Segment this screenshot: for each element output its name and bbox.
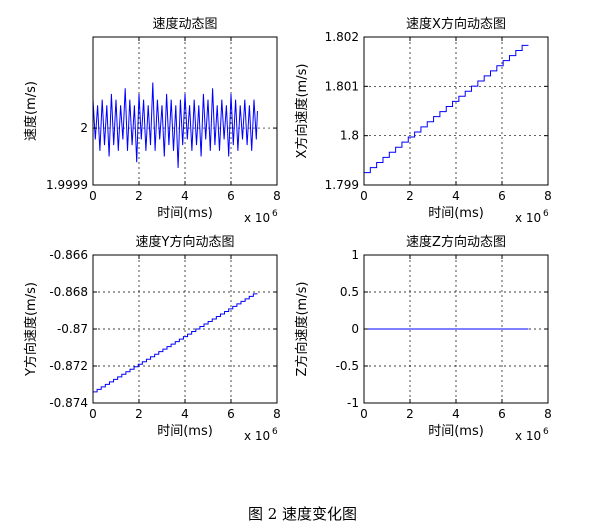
figure-caption: 图 2 速度变化图 — [247, 505, 358, 523]
chart1-x-tick-label: 6 — [498, 189, 506, 203]
chart3-y-axis-label: Z方向速度(m/s) — [294, 282, 310, 377]
chart0-x-tick-label: 0 — [89, 189, 97, 203]
chart1-series-line — [364, 44, 529, 174]
chart3-y-tick-label: 0 — [351, 322, 359, 336]
chart1-x-multiplier-exponent: 6 — [543, 209, 549, 219]
chart0-series-line — [92, 82, 258, 168]
chart1-x-axis-label: 时间(ms) — [428, 206, 484, 221]
chart3-x-tick-label: 4 — [452, 407, 460, 421]
chart2-y-tick-label: -0.874 — [49, 396, 88, 410]
chart0-x-tick-label: 8 — [273, 189, 281, 203]
chart1-x-multiplier: x 10 — [515, 211, 541, 225]
chart2-title: 速度Y方向动态图 — [136, 234, 235, 250]
chart2-y-tick-label: -0.872 — [49, 359, 88, 373]
chart2-x-tick-label: 2 — [135, 407, 143, 421]
chart0-plot-area — [93, 37, 277, 185]
chart3-y-tick-label: -1 — [347, 396, 359, 410]
chart0-x-multiplier-exponent: 6 — [272, 209, 278, 219]
chart2-y-tick-label: -0.866 — [49, 248, 88, 262]
chart2-x-tick-label: 8 — [273, 407, 281, 421]
chart2-y-tick-label: -0.87 — [57, 322, 88, 336]
chart0-x-multiplier: x 10 — [244, 211, 270, 225]
chart3-title: 速度Z方向动态图 — [406, 234, 506, 250]
chart0-y-axis-label: 速度(m/s) — [23, 81, 39, 141]
chart2-x-multiplier: x 10 — [244, 429, 270, 443]
chart1-title: 速度X方向动态图 — [406, 16, 506, 32]
chart2-x-tick-label: 4 — [181, 407, 189, 421]
chart3-y-tick-label: -0.5 — [336, 359, 359, 373]
chart2-x-tick-label: 0 — [89, 407, 97, 421]
chart1-y-tick-label: 1.801 — [325, 79, 359, 93]
chart3-x-tick-label: 2 — [406, 407, 414, 421]
panel-speed-y: 0 2 4 6 8 -0.874 -0.872 -0.87 -0.868 -0.866 速度Y方向动… — [23, 234, 281, 443]
chart2-x-tick-label: 6 — [227, 407, 235, 421]
chart0-title: 速度动态图 — [152, 16, 217, 32]
chart2-y-tick-label: -0.868 — [49, 285, 88, 299]
chart0-x-axis-label: 时间(ms) — [157, 206, 213, 221]
chart1-y-tick-label: 1.802 — [325, 30, 359, 44]
chart2-x-multiplier-exponent: 6 — [272, 427, 278, 437]
chart0-x-tick-label: 6 — [227, 189, 235, 203]
chart2-x-axis-label: 时间(ms) — [157, 424, 213, 439]
chart2-y-axis-label: Y方向速度(m/s) — [23, 282, 39, 377]
chart3-y-tick-label: 1 — [351, 248, 359, 262]
chart0-y-tick-label: 1.9999 — [46, 178, 88, 192]
chart0-x-tick-label: 2 — [135, 189, 143, 203]
chart2-series-line — [93, 293, 258, 393]
chart3-x-tick-label: 0 — [360, 407, 368, 421]
chart3-x-tick-label: 6 — [498, 407, 506, 421]
chart1-x-tick-label: 8 — [544, 189, 552, 203]
chart1-x-tick-label: 2 — [406, 189, 414, 203]
chart3-x-multiplier: x 10 — [515, 429, 541, 443]
chart0-y-tick-label: 2 — [80, 121, 88, 135]
chart1-plot-area — [364, 37, 548, 185]
chart1-y-tick-label: 1.8 — [340, 129, 359, 143]
chart1-y-tick-label: 1.799 — [325, 178, 359, 192]
chart1-x-tick-label: 4 — [452, 189, 460, 203]
chart3-x-tick-label: 8 — [544, 407, 552, 421]
chart3-x-multiplier-exponent: 6 — [543, 427, 549, 437]
chart1-y-axis-label: X方向速度(m/s) — [294, 64, 310, 159]
chart1-x-tick-label: 0 — [360, 189, 368, 203]
chart0-x-tick-label: 4 — [181, 189, 189, 203]
chart3-y-tick-label: 0.5 — [340, 285, 359, 299]
chart3-x-axis-label: 时间(ms) — [428, 424, 484, 439]
